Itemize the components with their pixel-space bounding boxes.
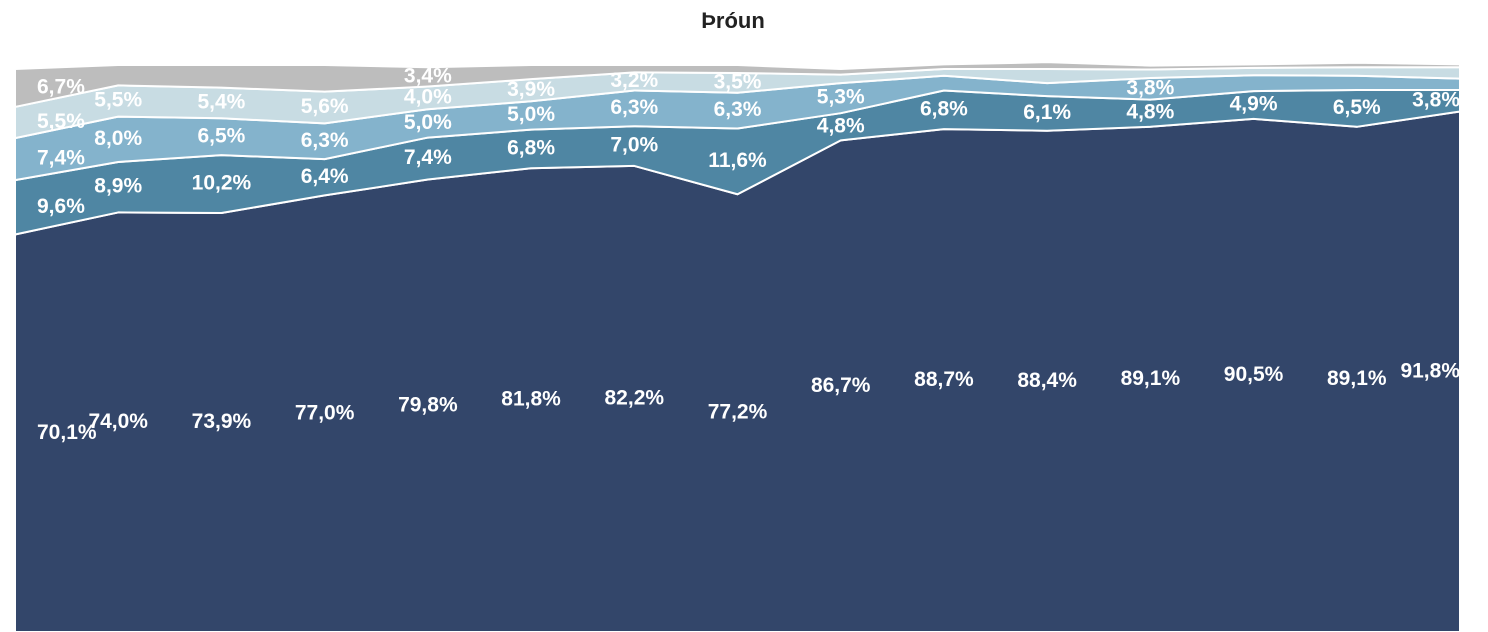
- chart-title: Þróun: [701, 8, 765, 33]
- data-label: 79,8%: [398, 393, 458, 416]
- data-label: 4,8%: [817, 114, 865, 137]
- data-label: 5,0%: [404, 111, 452, 134]
- data-label: 88,4%: [1017, 369, 1077, 392]
- data-label: 9,6%: [37, 195, 85, 218]
- data-label: 82,2%: [605, 387, 665, 410]
- area: [14, 61, 1461, 108]
- labels: 70,1%74,0% 73,9% 77,0% 79,8% 81,8% 82,2% 77,2%…: [37, 64, 1460, 443]
- data-label: 4,9%: [1230, 93, 1278, 116]
- data-label: 86,7%: [811, 374, 871, 397]
- data-label: 4,0%: [404, 85, 452, 108]
- data-label: 90,5%: [1224, 363, 1284, 386]
- data-label: 4,8%: [1126, 101, 1174, 124]
- data-label: 5,0%: [507, 103, 555, 126]
- data-label: 3,9%: [507, 78, 555, 101]
- data-label: 73,9%: [192, 410, 252, 433]
- data-label: 77,0%: [295, 401, 355, 424]
- data-label: 7,0%: [610, 134, 658, 157]
- data-label: 3,8%: [1412, 88, 1460, 111]
- areas: [14, 61, 1461, 632]
- data-label: 7,4%: [404, 146, 452, 169]
- data-label: 6,8%: [507, 136, 555, 159]
- data-label: 5,4%: [197, 91, 245, 114]
- data-label: 70,1%: [37, 421, 97, 444]
- data-label: 5,6%: [301, 95, 349, 118]
- data-label: 6,4%: [301, 165, 349, 188]
- data-label: 6,1%: [1023, 101, 1071, 124]
- data-label: 6,3%: [714, 98, 762, 121]
- data-label: 10,2%: [192, 172, 252, 195]
- data-label: 91,8%: [1400, 359, 1460, 382]
- data-label: 3,8%: [1126, 76, 1174, 99]
- data-label: 5,5%: [37, 110, 85, 133]
- data-label: 6,7%: [37, 76, 85, 99]
- data-label: 6,5%: [197, 124, 245, 147]
- data-label: 6,3%: [610, 96, 658, 119]
- data-label: 7,4%: [37, 147, 85, 170]
- data-label: 74,0%: [88, 410, 148, 433]
- data-label: 81,8%: [501, 388, 561, 411]
- data-label: 3,2%: [610, 69, 658, 92]
- data-label: 8,9%: [94, 175, 142, 198]
- data-label: 6,8%: [920, 97, 968, 120]
- data-label: 11,6%: [708, 149, 767, 172]
- data-label: 6,3%: [301, 129, 349, 152]
- data-label: 8,0%: [94, 127, 142, 150]
- data-label: 89,1%: [1327, 367, 1387, 390]
- data-label: 6,5%: [1333, 96, 1381, 119]
- data-label: 77,2%: [708, 401, 768, 424]
- data-label: 5,3%: [817, 86, 865, 109]
- data-label: 88,7%: [914, 368, 974, 391]
- data-label: 3,4%: [404, 64, 452, 87]
- data-label: 3,5%: [714, 70, 762, 93]
- data-label: 5,5%: [94, 89, 142, 112]
- data-label: 89,1%: [1121, 367, 1181, 390]
